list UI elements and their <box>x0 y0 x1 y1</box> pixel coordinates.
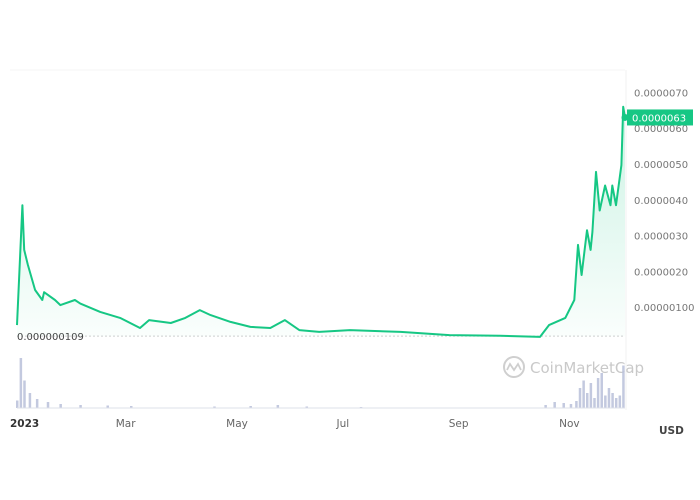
volume-bar <box>106 405 109 408</box>
volume-bar <box>213 406 216 408</box>
x-tick-label: May <box>226 418 248 430</box>
volume-bar <box>23 380 26 408</box>
volume-bar <box>553 402 556 408</box>
x-tick-label: Nov <box>559 418 580 430</box>
volume-bar <box>614 398 618 408</box>
volume-bar <box>16 400 19 408</box>
coinmarketcap-logo-mark <box>506 362 522 372</box>
volume-bar <box>276 405 280 408</box>
coinmarketcap-logo-icon <box>503 356 525 378</box>
y-axis-ticks: 0.0000070 0.0000060 0.0000050 0.0000040 0.00… <box>634 88 694 314</box>
volume-bar <box>586 393 589 408</box>
current-price-badge <box>627 109 693 126</box>
volume-bar <box>305 406 309 408</box>
volume-bar <box>544 405 547 408</box>
volume-bar <box>19 358 23 408</box>
volume-bar <box>575 401 578 408</box>
x-tick-label: Mar <box>116 418 136 430</box>
volume-bar <box>35 399 39 408</box>
volume-bar <box>622 365 625 408</box>
y-tick-label: 0.00000100 <box>634 303 694 314</box>
x-axis-ticks: 2023 Mar May Jul Sep Nov <box>10 418 580 430</box>
volume-bar <box>79 405 82 408</box>
volume-bar <box>611 393 614 408</box>
x-tick-label: Sep <box>449 418 469 430</box>
volume-bar <box>569 404 573 408</box>
volume-bars <box>16 358 625 409</box>
volume-bar <box>600 373 603 408</box>
current-price-label: 0.0000063 <box>632 113 686 124</box>
price-area-fill <box>17 106 625 337</box>
y-tick-label: 0.0000050 <box>634 160 688 171</box>
volume-bar <box>618 395 622 408</box>
y-tick-label: 0.0000060 <box>634 124 688 135</box>
currency-label: USD <box>659 425 684 437</box>
y-tick-label: 0.0000070 <box>634 88 688 99</box>
volume-bar <box>249 406 252 408</box>
volume-bar <box>46 402 50 408</box>
volume-bar <box>28 393 32 408</box>
x-tick-label: 2023 <box>10 418 39 430</box>
current-price-dot <box>621 113 629 121</box>
volume-bar <box>130 406 133 408</box>
watermark-text: CoinMarketCap <box>530 359 644 377</box>
volume-bar <box>59 404 62 408</box>
price-line <box>16 105 626 338</box>
coinmarketcap-watermark: CoinMarketCap <box>503 356 644 378</box>
baseline-label: 0.000000109 <box>17 332 84 343</box>
volume-bar <box>562 403 565 408</box>
volume-bar <box>582 380 585 408</box>
volume-bar <box>607 388 611 408</box>
volume-bar <box>578 388 582 408</box>
x-tick-label: Jul <box>336 418 350 430</box>
volume-bar <box>593 398 596 408</box>
y-tick-label: 0.0000040 <box>634 196 688 207</box>
y-tick-label: 0.0000020 <box>634 267 688 278</box>
volume-bar <box>604 395 607 408</box>
volume-bar <box>596 378 600 408</box>
y-tick-label: 0.0000030 <box>634 232 688 243</box>
volume-bar <box>589 383 593 408</box>
